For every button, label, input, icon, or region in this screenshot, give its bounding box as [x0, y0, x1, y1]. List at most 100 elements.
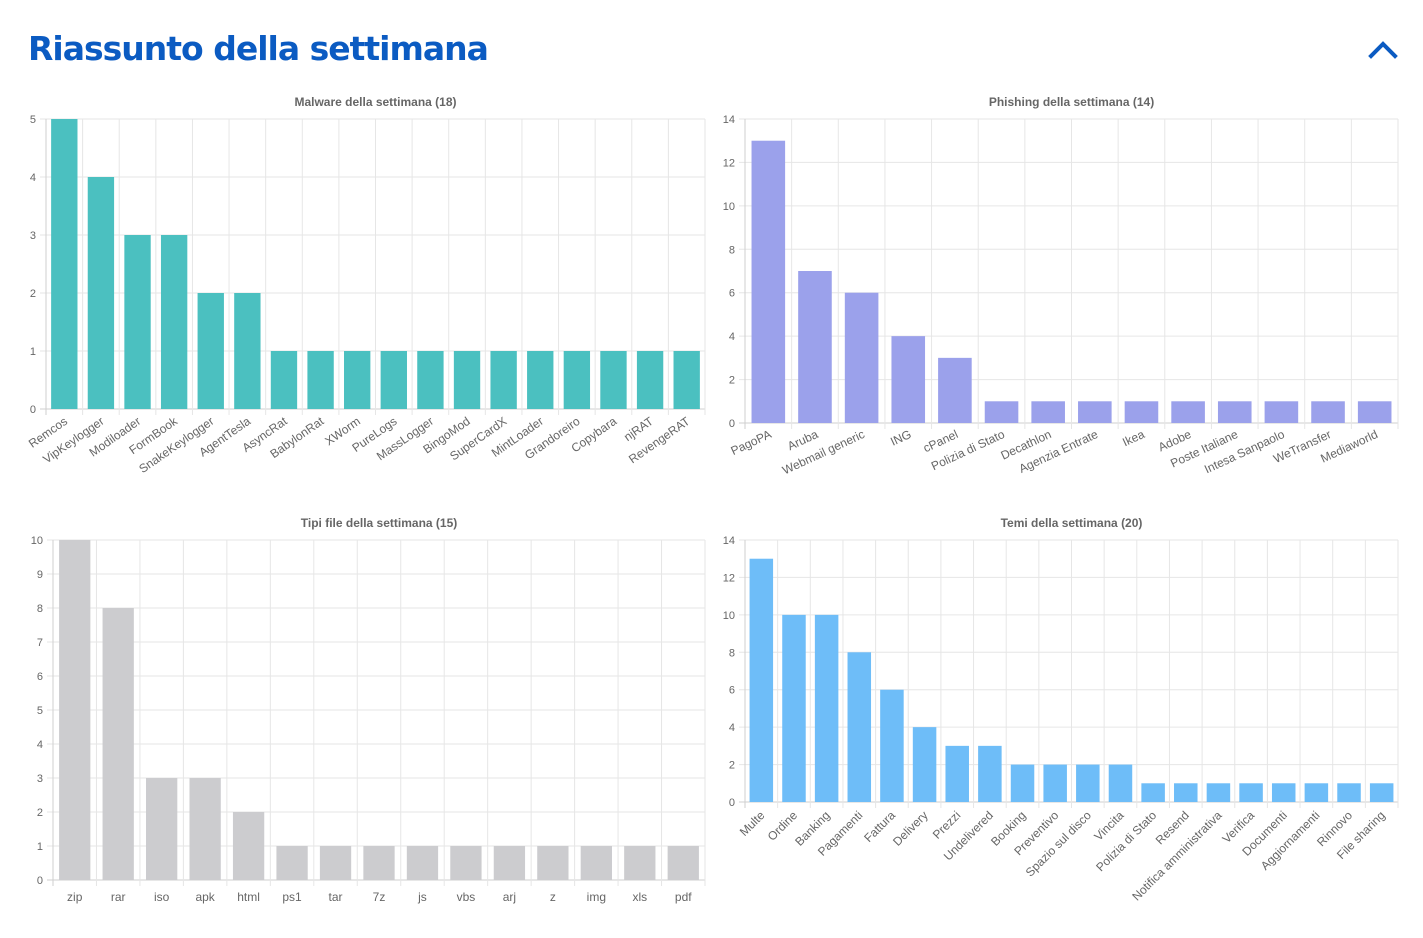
bar-img[interactable]	[580, 846, 612, 880]
bar-pagamenti[interactable]	[847, 652, 872, 802]
y-tick-label: 2	[37, 807, 43, 819]
bar-mediaworld[interactable]	[1357, 401, 1392, 423]
bar-supercardx[interactable]	[490, 351, 517, 409]
x-tick-label: js	[417, 890, 427, 904]
bar-aruba[interactable]	[798, 271, 832, 423]
bar-fattura[interactable]	[880, 689, 904, 802]
bar-aggiornamenti[interactable]	[1304, 783, 1329, 802]
x-tick-label: arj	[503, 890, 516, 904]
y-tick-label: 12	[723, 157, 735, 169]
bar-xworm[interactable]	[344, 351, 371, 409]
y-tick-label: 4	[37, 739, 43, 751]
chart-title: Tipi file della settimana (15)	[301, 516, 458, 530]
y-tick-label: 2	[30, 288, 36, 300]
themes-chart: Temi della settimana (20) 0 2 4 6 8 10 12 14 Mult…	[712, 511, 1412, 931]
bar-notifica-amministrativa[interactable]	[1206, 783, 1231, 802]
bar-formbook[interactable]	[160, 235, 188, 409]
bar-tar[interactable]	[319, 846, 352, 880]
chart-svg: Temi della settimana (20) 0 2 4 6 8 10 12 14 Mult…	[723, 516, 1399, 903]
bar-grandoreiro[interactable]	[563, 351, 591, 409]
bar-ps1[interactable]	[276, 846, 308, 880]
bar-remcos[interactable]	[51, 119, 78, 409]
bar-bingomod[interactable]	[453, 351, 481, 409]
bar-ordine[interactable]	[782, 614, 806, 802]
x-tick-label: ps1	[282, 890, 302, 904]
y-tick-label: 8	[37, 603, 43, 615]
bar-documenti[interactable]	[1271, 783, 1296, 802]
y-tick-label: 10	[31, 535, 43, 547]
bar-asyncrat[interactable]	[270, 351, 298, 409]
bar-ikea[interactable]	[1124, 401, 1159, 423]
bar-njrat[interactable]	[636, 351, 664, 409]
bar-iso[interactable]	[146, 778, 178, 880]
y-tick-label: 6	[37, 671, 43, 683]
bar-z[interactable]	[537, 846, 569, 880]
bar-webmail-generic[interactable]	[844, 292, 879, 423]
bar-verifica[interactable]	[1239, 783, 1263, 802]
bar-copybara[interactable]	[600, 351, 627, 409]
y-tick-label: 14	[723, 114, 735, 126]
bar-revengerat[interactable]	[673, 351, 700, 409]
bar-adobe[interactable]	[1171, 401, 1205, 423]
bar-resend[interactable]	[1174, 783, 1198, 802]
file-types-chart: Tipi file della settimana (15) 0 1 2 3 4 5 6 7 8 9…	[0, 511, 710, 921]
bar-babylonrat[interactable]	[307, 351, 334, 409]
collapse-button[interactable]	[1367, 36, 1399, 62]
bar-delivery[interactable]	[912, 727, 937, 802]
bar-agenttesla[interactable]	[234, 293, 261, 409]
bar-polizia-di-stato[interactable]	[1141, 783, 1165, 802]
bar-purelogs[interactable]	[380, 351, 407, 409]
x-tick-label: 7z	[373, 890, 386, 904]
bar-banking[interactable]	[814, 614, 839, 802]
x-tick-label: img	[587, 890, 606, 904]
bar-prezzi[interactable]	[945, 745, 969, 802]
bar-snakekeylogger[interactable]	[197, 293, 224, 409]
bar-undelivered[interactable]	[978, 745, 1002, 802]
bar-rinnovo[interactable]	[1337, 783, 1361, 802]
bar-decathlon[interactable]	[1031, 401, 1065, 423]
bar-7z[interactable]	[363, 846, 395, 880]
bar-html[interactable]	[232, 812, 265, 880]
bar-polizia-di-stato[interactable]	[984, 401, 1019, 423]
bar-js[interactable]	[406, 846, 439, 880]
x-tick-label: Ikea	[1120, 427, 1147, 449]
bar-ing[interactable]	[891, 336, 926, 423]
y-tick-label: 5	[37, 705, 43, 717]
bar-multe[interactable]	[749, 558, 774, 802]
bar-masslogger[interactable]	[417, 351, 444, 409]
bar-pagopa[interactable]	[751, 140, 786, 423]
bar-vbs[interactable]	[450, 846, 482, 880]
y-tick-label: 3	[37, 773, 43, 785]
y-tick-label: 2	[729, 760, 735, 772]
x-tick-label: Aggiornamenti	[1258, 808, 1323, 873]
bar-vincita[interactable]	[1108, 764, 1133, 802]
x-tick-label: html	[237, 890, 260, 904]
y-tick-label: 0	[30, 404, 36, 416]
bar-rar[interactable]	[102, 608, 134, 880]
bar-apk[interactable]	[189, 778, 221, 880]
bar-agenzia-entrate[interactable]	[1078, 401, 1112, 423]
bar-spazio-sul-disco[interactable]	[1076, 764, 1100, 802]
bar-modiloader[interactable]	[124, 235, 151, 409]
y-tick-label: 1	[30, 346, 36, 358]
y-tick-label: 10	[723, 610, 735, 622]
bar-pdf[interactable]	[667, 846, 699, 880]
x-tick-label: zip	[67, 890, 83, 904]
chart-title: Phishing della settimana (14)	[989, 95, 1154, 109]
bar-xls[interactable]	[624, 846, 656, 880]
bar-mintloader[interactable]	[527, 351, 554, 409]
bar-file-sharing[interactable]	[1369, 783, 1394, 802]
bar-cpanel[interactable]	[938, 357, 972, 423]
y-tick-label: 9	[37, 569, 43, 581]
bar-intesa-sanpaolo[interactable]	[1264, 401, 1299, 423]
bar-arj[interactable]	[493, 846, 526, 880]
bar-wetransfer[interactable]	[1311, 401, 1345, 423]
bar-poste-italiane[interactable]	[1217, 401, 1252, 423]
x-tick-label: pdf	[675, 890, 692, 904]
bar-zip[interactable]	[59, 540, 91, 880]
x-tick-label: Agenzia Entrate	[1017, 427, 1101, 476]
bar-vipkeylogger[interactable]	[87, 177, 115, 409]
bar-preventivo[interactable]	[1043, 764, 1067, 802]
bar-booking[interactable]	[1010, 764, 1035, 802]
section-header: Riassunto della settimana	[28, 26, 1403, 76]
